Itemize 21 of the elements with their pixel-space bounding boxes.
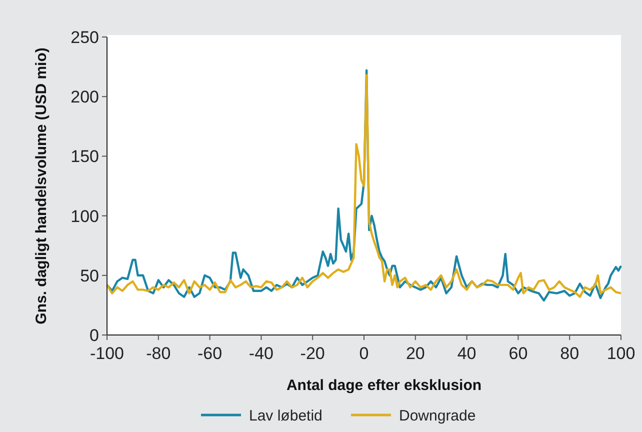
y-tick-label: 200 bbox=[70, 88, 99, 107]
x-tick-label: 40 bbox=[457, 344, 476, 363]
x-axis-title: Antal dage efter eksklusion bbox=[286, 377, 482, 394]
x-tick-label: -100 bbox=[90, 344, 124, 363]
y-axis-title: Gns. dagligt handelsvolume (USD mio) bbox=[33, 48, 50, 324]
legend-label: Downgrade bbox=[399, 407, 476, 424]
y-tick-label: 250 bbox=[70, 28, 99, 47]
y-tick-label: 100 bbox=[70, 206, 99, 226]
y-tick-label: 50 bbox=[80, 266, 99, 286]
x-tick-label: -60 bbox=[198, 344, 222, 363]
y-tick-label: 150 bbox=[70, 147, 99, 166]
x-tick-label: 20 bbox=[406, 344, 425, 363]
x-tick-label: 80 bbox=[560, 344, 580, 363]
x-tick-label: -20 bbox=[300, 344, 325, 363]
x-tick-label: 0 bbox=[359, 344, 369, 363]
x-tick-label: -80 bbox=[146, 344, 171, 363]
x-tick-label: 60 bbox=[508, 344, 528, 363]
y-tick-label: 0 bbox=[90, 326, 99, 345]
x-tick-label: 100 bbox=[606, 344, 636, 363]
legend-label: Lav løbetid bbox=[249, 407, 322, 424]
x-tick-label: -40 bbox=[248, 344, 274, 363]
